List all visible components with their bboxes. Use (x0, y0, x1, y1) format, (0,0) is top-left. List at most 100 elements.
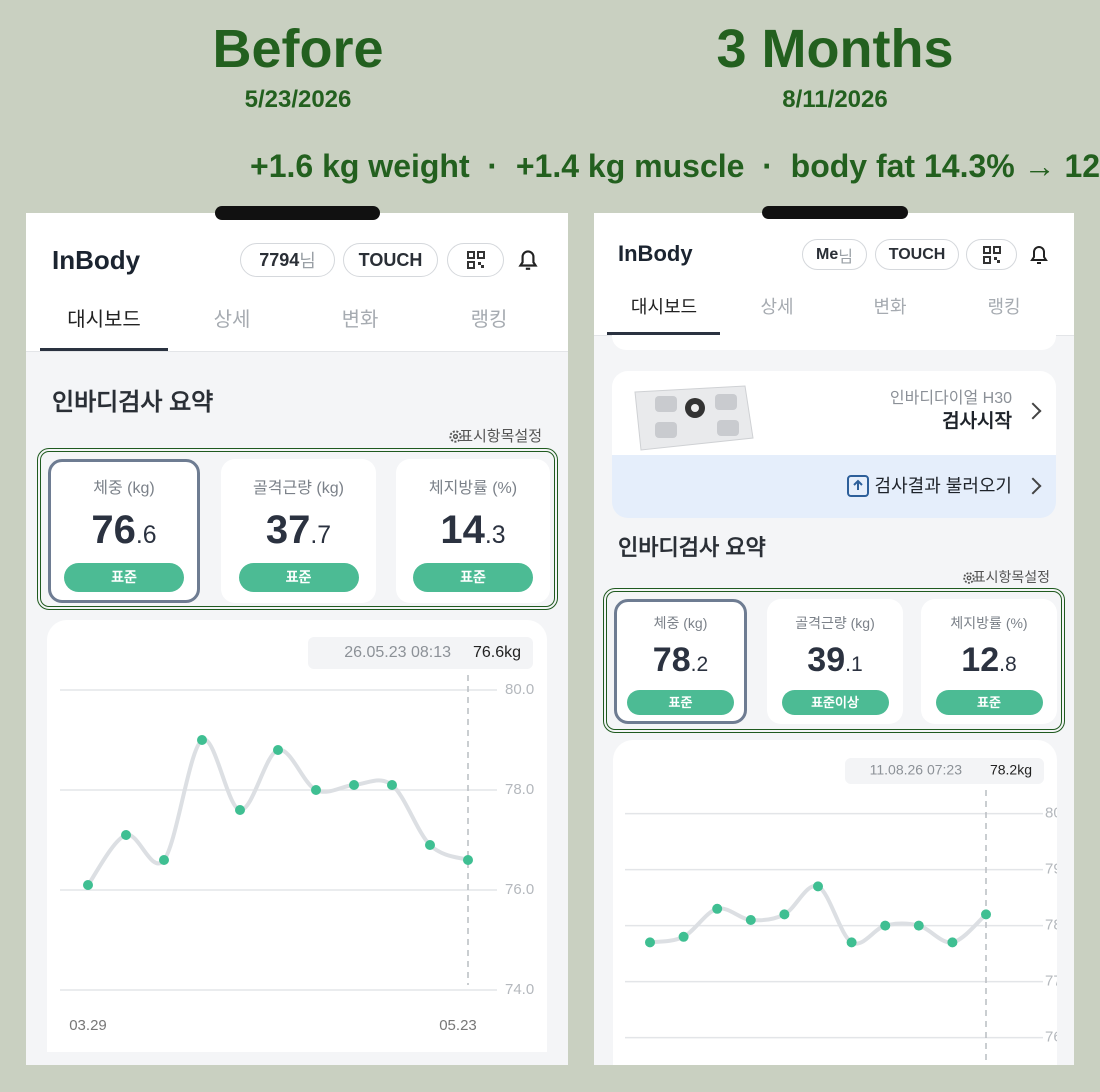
y-tick-label: 78.0 (1045, 917, 1057, 934)
y-tick-label: 78.0 (505, 781, 534, 798)
tooltip-value: 76.6kg (473, 644, 521, 661)
tab[interactable]: 랭킹 (987, 297, 1021, 318)
y-tick-label: 79.0 (1045, 861, 1057, 878)
value-dec: .1 (845, 653, 863, 677)
scale-image (634, 385, 754, 451)
chart: 80.0 79.0 78.0 77.0 76.0 11.08.26 07:23 78.2kg (613, 740, 1057, 1065)
y-tick-label: 74.0 (505, 981, 534, 998)
data-point (273, 745, 283, 755)
data-point (83, 880, 93, 890)
tooltip-time: 11.08.26 07:23 (870, 762, 963, 778)
notch (215, 206, 380, 220)
notch (762, 206, 908, 219)
card-label: 골격근량 (kg) (795, 615, 875, 632)
card-label: 체지방률 (%) (950, 615, 1028, 632)
tab[interactable]: 변화 (873, 297, 907, 318)
frame-right (603, 588, 1065, 733)
value-int: 78 (652, 641, 691, 680)
import-bar[interactable] (612, 455, 1056, 518)
summary: +1.6 kg weight · +1.4 kg muscle · body f… (250, 147, 1100, 184)
value-dec: .8 (999, 653, 1017, 677)
data-point (846, 937, 857, 948)
frame-left (37, 448, 558, 610)
chart-card (613, 740, 1057, 1065)
tooltip-value: 78.2kg (990, 762, 1032, 778)
x-tick-label: 05.23 (439, 1017, 477, 1034)
settings[interactable]: 표시항목설정 (972, 569, 1050, 586)
data-point (425, 840, 435, 850)
card-value: 12.8 (889, 641, 1089, 689)
qr-icon (466, 251, 485, 269)
touch-button[interactable]: TOUCH (875, 239, 959, 270)
qr-button[interactable] (447, 243, 504, 277)
data-point (387, 780, 397, 790)
badge: 표준이상 (781, 690, 889, 715)
value-int: 14 (440, 508, 485, 552)
data-point (645, 937, 655, 948)
data-point (311, 785, 321, 795)
badge: 표준 (64, 563, 184, 592)
user-id: 7794 (259, 249, 300, 270)
device-model: 인바디다이얼 H30 (889, 389, 1012, 407)
user-pill[interactable]: 7794 님 (240, 243, 335, 277)
settings[interactable]: 표시항목설정 (459, 427, 542, 445)
tab[interactable]: 상세 (760, 297, 794, 318)
tab[interactable]: 변화 (341, 309, 379, 331)
bell-icon[interactable] (1027, 242, 1051, 266)
touch-label: TOUCH (358, 249, 423, 270)
logo: InBody (618, 240, 693, 266)
before-title: Before (212, 19, 384, 80)
y-tick-label: 76.0 (1045, 1029, 1057, 1046)
data-line (86, 737, 469, 887)
data-point (712, 903, 723, 914)
data-point (349, 780, 359, 790)
data-point (981, 909, 991, 920)
user-id: Me (816, 245, 839, 263)
card-value: 14.3 (373, 508, 573, 564)
after-title: 3 Months (716, 19, 954, 80)
x-tick-label: 03.29 (69, 1017, 107, 1034)
touch-button[interactable]: TOUCH (343, 243, 438, 277)
tooltip (845, 758, 1044, 784)
logo: InBody (52, 244, 141, 275)
card-value: 39.1 (735, 641, 935, 689)
card-label: 골격근량 (kg) (253, 479, 344, 497)
card-value: 78.2 (581, 641, 781, 689)
tab[interactable]: 랭킹 (470, 309, 508, 331)
tab-underline (607, 332, 720, 335)
data-point (121, 830, 131, 840)
gear-icon (448, 429, 462, 443)
user-pill[interactable]: Me 님 (802, 239, 867, 270)
badge: 표준 (413, 563, 533, 592)
after-date: 8/11/2026 (782, 86, 888, 114)
qr-button[interactable] (966, 239, 1017, 270)
data-point (235, 805, 245, 815)
device-action[interactable]: 검사시작 (942, 410, 1012, 432)
bell-icon[interactable] (515, 246, 541, 272)
value-dec: .7 (310, 522, 332, 549)
user-suffix: 님 (838, 248, 853, 266)
data-point (463, 855, 473, 865)
tab-underline (40, 348, 168, 351)
tab[interactable]: 대시보드 (630, 297, 698, 318)
card-label: 체중 (kg) (93, 479, 155, 497)
value-int: 76 (91, 508, 136, 552)
data-point (745, 915, 756, 925)
value-dec: .3 (484, 522, 506, 549)
panel-left-top (26, 213, 568, 352)
data-point (913, 920, 924, 931)
before-date: 5/23/2026 (244, 86, 352, 114)
data-point (813, 881, 823, 892)
user-suffix: 님 (299, 251, 316, 271)
tab[interactable]: 대시보드 (67, 309, 141, 331)
data-point (197, 735, 207, 745)
tab[interactable]: 상세 (213, 309, 251, 331)
data-point (779, 909, 790, 920)
import-label[interactable]: 검사결과 불러오기 (874, 476, 1012, 497)
value-int: 39 (807, 641, 846, 680)
badge: 표준 (935, 690, 1043, 715)
data-point (678, 931, 689, 942)
y-tick-label: 76.0 (505, 881, 534, 898)
section-title: 인바디검사 요약 (52, 389, 214, 417)
